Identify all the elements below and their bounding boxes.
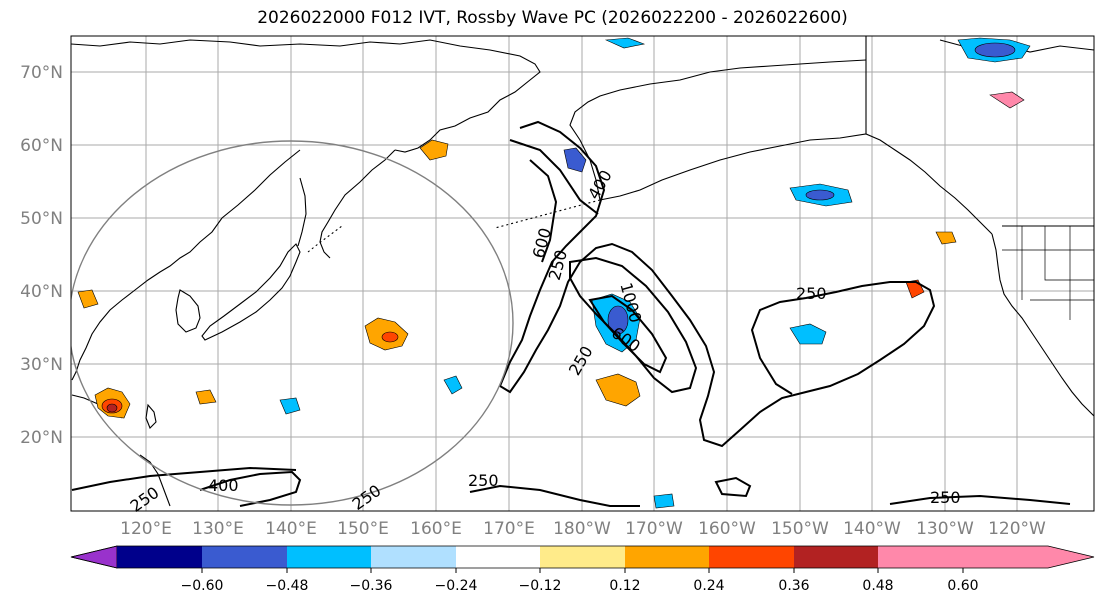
longitude-labels: 120°E 130°E 140°E 150°E 160°E 170°E 180°… [120, 519, 1046, 539]
anomaly-pos-core [381, 331, 399, 343]
contour-label: 250 [468, 471, 499, 490]
lon-label: 150°E [337, 519, 389, 539]
anomaly-pos-small-2 [77, 289, 99, 309]
colorbar-ticks [201, 568, 964, 573]
map-frame [70, 35, 1095, 512]
colorbar-segment [709, 546, 794, 568]
colorbar-segment [371, 546, 456, 568]
colorbar-extend-low [70, 545, 118, 569]
colorbar-tick-label: 0.60 [947, 578, 978, 594]
lat-label: 60°N [20, 136, 63, 156]
coast-kurils [307, 225, 343, 253]
anomaly-neg-arctic-core [974, 42, 1016, 58]
lat-label: 40°N [20, 282, 63, 302]
contour-600-north [529, 159, 558, 263]
colorbar-tick-label: −0.60 [181, 578, 224, 594]
contour-250-southeast [889, 494, 1071, 505]
ivt-contours [71, 120, 1071, 507]
colorbar-tick-label: 0.36 [778, 578, 809, 594]
colorbar-segment [117, 546, 202, 568]
anomaly-pos-small-3 [935, 231, 957, 245]
chart-title: 2026022000 F012 IVT, Rossby Wave PC (202… [257, 8, 848, 28]
coast-philippines [139, 454, 171, 507]
lon-label: 120°E [120, 519, 172, 539]
lat-label: 20°N [20, 428, 63, 448]
contour-1000 [588, 294, 668, 374]
anomaly-pos-canada [989, 91, 1025, 109]
anomaly-neg-small-1 [443, 375, 463, 395]
coast-na-west [991, 233, 1094, 417]
lon-label: 170°E [483, 519, 535, 539]
coast-kamchatka [319, 149, 396, 259]
lat-label: 30°N [20, 355, 63, 375]
anomaly-neg-bering [563, 147, 587, 173]
lon-label: 170°W [625, 519, 683, 539]
colorbar-segment [540, 546, 625, 568]
colorbar-segment [287, 546, 371, 568]
colorbar-segment [878, 546, 963, 568]
lat-label: 50°N [20, 209, 63, 229]
contour-600-south [569, 256, 698, 394]
lon-label: 140°E [265, 519, 317, 539]
lon-label: 180°W [553, 519, 611, 539]
colorbar-tick-label: −0.12 [519, 578, 562, 594]
lon-label: 130°W [916, 519, 974, 539]
coast-taiwan [145, 403, 157, 429]
colorbar: −0.60 −0.48 −0.36 −0.24 −0.12 0.12 0.24 … [70, 545, 1095, 594]
latitude-labels: 70°N 60°N 50°N 40°N 30°N 20°N [20, 63, 63, 448]
anomaly-pos-okhotsk [419, 139, 449, 161]
anomaly-pos-china-peak [106, 403, 118, 413]
coast-siberia-north [71, 39, 541, 153]
colorbar-tick-label: 0.48 [862, 578, 893, 594]
contour-250-outer [498, 120, 936, 448]
colorbar-segment [202, 546, 287, 568]
lon-label: 160°E [410, 519, 462, 539]
lat-label: 70°N [20, 63, 63, 83]
coast-asia-east [71, 149, 301, 381]
colorbar-tick-label: −0.48 [266, 578, 309, 594]
anomaly-neg-small-2 [279, 397, 301, 415]
colorbar-extend-high [963, 546, 1094, 568]
contour-250-southwest [71, 466, 297, 491]
contour-250-south [469, 484, 640, 507]
coast-aleutians [494, 199, 601, 229]
pc-anomaly-shading [77, 37, 1031, 509]
coast-alaska-west [569, 59, 867, 201]
colorbar-tick-label: −0.36 [350, 578, 393, 594]
anomaly-neg-small-4 [604, 37, 646, 49]
anomaly-neg-small-3 [653, 493, 675, 509]
contour-label: 250 [796, 284, 827, 303]
contour-250-small [714, 476, 752, 498]
coast-japan [201, 243, 301, 341]
reference-circle [71, 140, 514, 506]
colorbar-segment [625, 546, 709, 568]
anomaly-neg-150w [789, 323, 827, 345]
colorbar-segment [456, 546, 540, 568]
colorbar-tick-label: 0.12 [609, 578, 640, 594]
coast-sakhalin [297, 177, 307, 247]
contour-label: 250 [930, 488, 961, 507]
coast-alaska-south [599, 133, 993, 235]
lon-label: 120°W [988, 519, 1046, 539]
anomaly-neg-dateline-core [607, 305, 629, 335]
lon-label: 130°E [192, 519, 244, 539]
lon-label: 160°W [698, 519, 756, 539]
anomaly-neg-gulf-core [805, 189, 835, 201]
contour-400-north [509, 139, 599, 215]
lon-label: 140°W [843, 519, 901, 539]
gridlines [71, 36, 1094, 511]
contour-label: 400 [208, 476, 239, 495]
colorbar-outline [70, 545, 1095, 569]
contour-400-southwest [199, 470, 302, 507]
colorbar-tick-label: 0.24 [693, 578, 724, 594]
colorbar-tick-label: −0.24 [435, 578, 478, 594]
anomaly-pos-small-1 [195, 389, 217, 405]
us-state-borders [1002, 226, 1094, 320]
coast-korea [175, 289, 201, 333]
lon-label: 150°W [771, 519, 829, 539]
anomaly-pos-subtropic [595, 373, 641, 407]
colorbar-segment [794, 546, 878, 568]
